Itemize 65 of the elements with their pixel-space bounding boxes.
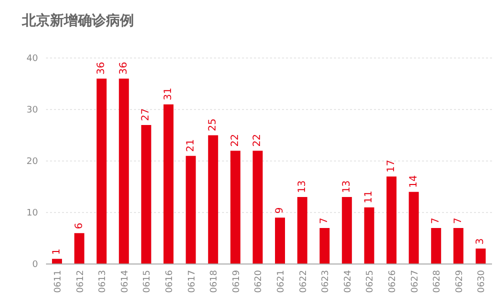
x-tick-label: 0613: [98, 270, 108, 293]
data-label: 17: [386, 160, 397, 172]
x-tick-label: 0611: [54, 270, 64, 293]
bar: [252, 150, 263, 264]
x-tick-label: 0616: [165, 270, 176, 293]
data-label: 13: [341, 180, 352, 194]
x-tick-label: 0617: [187, 270, 198, 293]
data-label: 3: [475, 238, 486, 245]
x-tick-label: 0612: [76, 270, 86, 293]
data-label: 31: [163, 88, 174, 100]
x-tick-label: 0630: [477, 270, 488, 293]
data-label: 6: [74, 222, 85, 230]
y-tick-label: 30: [26, 106, 38, 116]
data-label: 9: [274, 207, 286, 214]
bar: [186, 156, 196, 264]
x-tick-label: 0619: [232, 270, 242, 293]
x-tick-label: 0614: [120, 270, 130, 293]
data-label: 7: [319, 218, 330, 224]
data-label: 21: [185, 139, 196, 152]
bar: [74, 233, 84, 264]
y-tick-label: 40: [26, 54, 38, 64]
bar: [118, 78, 129, 264]
x-tick-label: 0618: [210, 270, 220, 293]
bar: [297, 197, 308, 264]
bar: [453, 228, 464, 264]
data-label: 7: [430, 218, 442, 224]
x-tick-label: 0627: [410, 270, 420, 293]
chart-title: 北京新增确诊病例: [22, 12, 134, 30]
x-tick-label: 0621: [276, 270, 287, 293]
bar: [230, 150, 240, 264]
bar: [431, 228, 442, 264]
x-tick-label: 0626: [388, 270, 398, 293]
bar: [342, 197, 352, 264]
data-label: 25: [208, 118, 219, 132]
bar: [164, 104, 174, 264]
x-tick-label: 0625: [366, 270, 376, 293]
data-label: 14: [408, 175, 420, 188]
data-label: 13: [296, 180, 308, 194]
data-label: 36: [118, 62, 130, 75]
bar: [364, 207, 374, 264]
x-tick-label: 0620: [254, 270, 264, 293]
x-tick-label: 0629: [454, 270, 465, 293]
bar: [408, 192, 419, 264]
y-tick-label: 10: [26, 208, 38, 219]
y-tick-label: 0: [32, 260, 38, 270]
bar: [320, 228, 330, 264]
x-tick-label: 0628: [432, 270, 443, 293]
bar: [275, 218, 285, 264]
data-label: 7: [452, 218, 464, 224]
data-label: 1: [52, 248, 62, 255]
bar: [476, 248, 486, 264]
bar: [96, 78, 107, 264]
x-tick-label: 0622: [298, 270, 309, 293]
x-tick-label: 0623: [321, 270, 332, 293]
bar: [386, 176, 396, 264]
bar: [208, 135, 218, 264]
data-label: 11: [364, 190, 375, 204]
data-label: 22: [252, 134, 264, 147]
bar: [141, 124, 152, 264]
data-label: 27: [140, 108, 152, 121]
data-label: 22: [230, 134, 241, 147]
data-label: 36: [96, 62, 108, 75]
x-tick-label: 0624: [343, 270, 354, 293]
x-tick-label: 0615: [142, 270, 153, 293]
y-tick-label: 20: [26, 157, 38, 168]
